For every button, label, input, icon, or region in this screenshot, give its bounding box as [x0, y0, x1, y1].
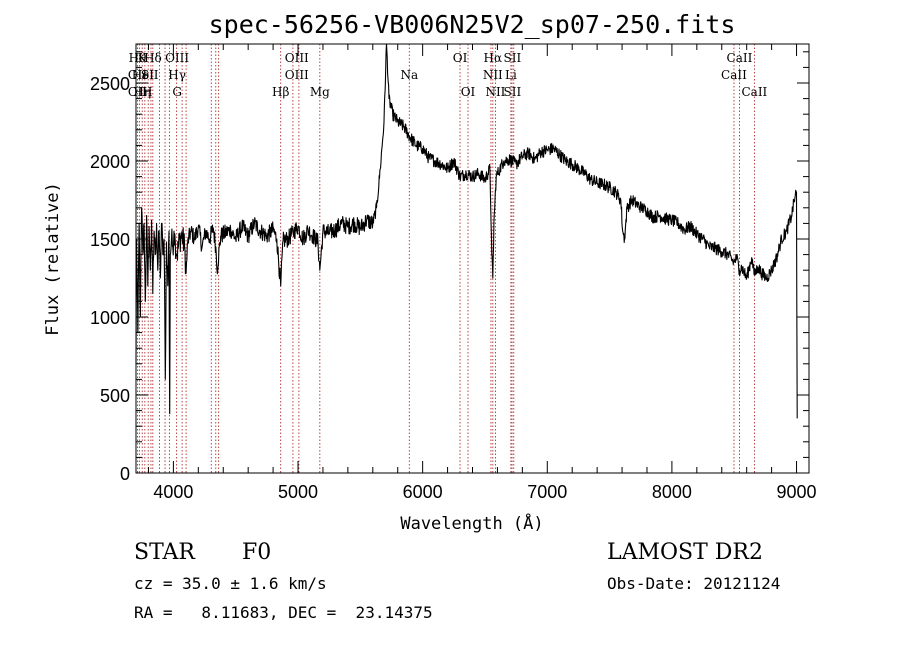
line-label-10: HeI	[132, 68, 155, 82]
coordinates: RA = 8.11683, DEC = 23.14375	[134, 603, 433, 622]
x-tick-label-5000: 5000	[278, 482, 318, 502]
line-label-26: SII	[504, 85, 522, 99]
line-label-4: OIII	[285, 51, 309, 65]
y-tick-label-2500: 2500	[90, 74, 130, 94]
line-label-6: Hα	[484, 51, 503, 65]
object-subclass: F0	[242, 540, 272, 565]
x-axis-label: Wavelength (Å)	[400, 512, 543, 534]
chart-title: spec-56256-VB006N25V2_sp07-250.fits	[209, 10, 736, 39]
y-tick-label-1500: 1500	[90, 230, 130, 250]
line-label-27: CaII	[741, 85, 767, 99]
spectrum-line	[135, 43, 798, 419]
line-label-14: Na	[400, 68, 418, 82]
line-label-13: OIII	[285, 68, 309, 82]
y-tick-label-2000: 2000	[90, 152, 130, 172]
line-label-11: SII	[141, 68, 159, 82]
x-tick-label-7000: 7000	[527, 482, 567, 502]
line-label-5: OI	[453, 51, 468, 65]
line-label-22: Hβ	[272, 85, 289, 99]
line-label-20: H	[142, 85, 152, 99]
redshift-value: cz = 35.0 ± 1.6 km/s	[134, 574, 327, 593]
line-label-12: Hγ	[168, 68, 186, 82]
line-label-17: CaII	[721, 68, 747, 82]
line-label-8: CaII	[727, 51, 753, 65]
line-label-15: NII	[483, 68, 503, 82]
x-tick-label-9000: 9000	[777, 482, 817, 502]
line-label-2: Hδ	[144, 51, 162, 65]
plot-frame	[135, 43, 810, 474]
line-label-25: NII	[485, 85, 505, 99]
line-label-24: OI	[461, 85, 476, 99]
line-label-3: OIII	[165, 51, 189, 65]
y-axis-label: Flux (relative)	[43, 182, 63, 336]
axis-ticks-layer: 4000 5000 6000 7000 8000 9000 0 500 1000 1500 2000…	[90, 44, 817, 502]
line-label-0: Hθ	[129, 51, 147, 65]
line-label-21: G	[172, 85, 182, 99]
x-tick-label-4000: 4000	[153, 482, 193, 502]
x-tick-label-8000: 8000	[652, 482, 692, 502]
line-label-18: OII	[128, 85, 148, 99]
line-label-9: OII	[128, 68, 148, 82]
x-tick-label-6000: 6000	[403, 482, 443, 502]
object-class: STAR	[134, 540, 195, 565]
y-tick-label-1000: 1000	[90, 308, 130, 328]
observation-date: Obs-Date: 20121124	[607, 574, 781, 593]
line-label-16: Li	[505, 68, 517, 82]
survey-name: LAMOST DR2	[607, 540, 763, 565]
y-tick-label-0: 0	[120, 464, 130, 484]
line-label-7: SII	[504, 51, 522, 65]
line-label-23: Mg	[310, 85, 330, 99]
spectral-lines-layer	[137, 44, 755, 473]
line-label-1: K	[138, 51, 148, 65]
y-tick-label-500: 500	[100, 386, 130, 406]
line-label-19: Hη	[133, 85, 151, 99]
